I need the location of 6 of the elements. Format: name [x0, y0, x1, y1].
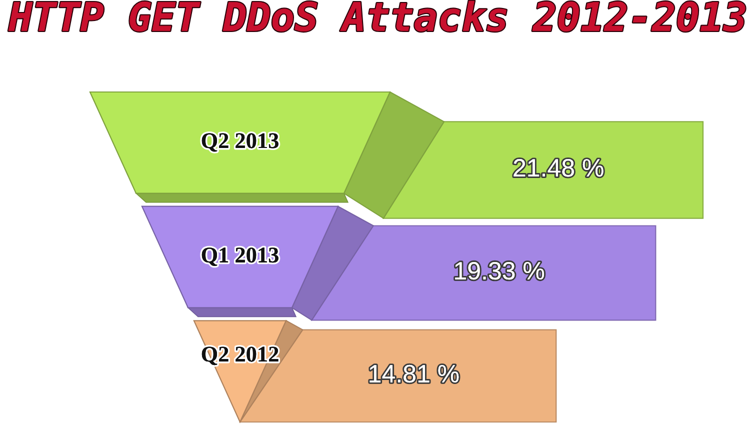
data-label: 14.81 % [370, 364, 459, 383]
data-label: 19.33 % [455, 262, 544, 280]
text: HTTP GET DDoS Attacks 2012-2013 [8, 0, 746, 32]
category-label: Q2 2012 [202, 346, 278, 366]
category-label: Q2 2013 [202, 133, 278, 152]
category-label: Q1 2013 [202, 248, 278, 266]
